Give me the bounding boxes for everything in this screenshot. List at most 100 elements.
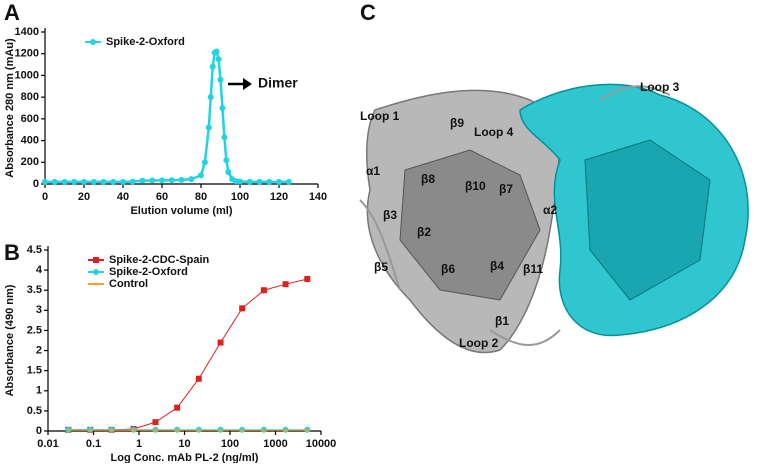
series-line <box>45 49 289 184</box>
y-tick-label: 2 <box>36 344 42 356</box>
structure-label: β5 <box>374 260 388 274</box>
x-tick-label: 100 <box>221 438 239 450</box>
point <box>201 159 208 166</box>
y-tick-label: 0 <box>33 178 39 190</box>
point <box>51 178 58 185</box>
y-axis-label: Absorbance 280 nm (mAu) <box>4 38 16 178</box>
y-tick-label: 1400 <box>15 26 39 38</box>
structure-label: Loop 1 <box>360 109 400 123</box>
y-tick-label: 400 <box>21 134 39 146</box>
legend-label: Spike-2-CDC-Spain <box>109 254 210 266</box>
y-tick-label: 2.5 <box>27 324 42 336</box>
legend-label: Spike-2-Oxford <box>109 266 188 278</box>
protein-structure <box>359 83 749 354</box>
structure-label: β4 <box>490 259 504 273</box>
cyan-sheet <box>584 139 711 301</box>
point <box>110 428 114 432</box>
point <box>305 428 309 432</box>
structure-label: β2 <box>417 225 431 239</box>
x-tick-label: 20 <box>78 191 90 203</box>
y-tick-label: 0 <box>36 425 42 437</box>
point <box>88 428 92 432</box>
structure-label: Loop 2 <box>459 336 499 350</box>
structure-label: α1 <box>366 164 380 178</box>
structure-label: α2 <box>543 203 557 217</box>
point <box>205 124 212 131</box>
point <box>285 178 292 185</box>
point <box>132 428 136 432</box>
point <box>209 63 216 70</box>
panel-label: B <box>4 240 20 265</box>
point <box>81 178 87 185</box>
point <box>240 428 244 432</box>
point <box>188 176 195 183</box>
loop <box>359 85 671 346</box>
y-tick-label: 1 <box>36 385 42 397</box>
y-tick-label: 800 <box>21 91 39 103</box>
x-tick-label: 100 <box>231 191 249 203</box>
point <box>217 76 224 83</box>
legend-marker <box>93 269 99 275</box>
point <box>178 176 185 183</box>
point <box>61 178 68 185</box>
x-axis-label: Elution volume (ml) <box>130 205 232 217</box>
y-tick-label: 4 <box>36 264 43 276</box>
point <box>175 428 179 432</box>
point <box>282 281 289 288</box>
x-tick-label: 10 <box>178 438 190 450</box>
point <box>213 48 220 55</box>
point <box>198 172 204 179</box>
x-tick-label: 10000 <box>306 438 337 450</box>
legend-label: Spike-2-Oxford <box>106 36 185 48</box>
point <box>262 428 266 432</box>
annotation: Dimer <box>258 75 298 91</box>
x-tick-label: 1 <box>136 438 142 450</box>
point <box>120 178 126 185</box>
point <box>139 177 146 184</box>
point <box>219 105 226 111</box>
point <box>168 177 175 184</box>
x-tick-label: 60 <box>156 191 168 203</box>
x-tick-label: 120 <box>270 191 288 203</box>
point <box>207 94 214 101</box>
legend-marker <box>94 282 98 286</box>
annotation-arrowhead <box>243 78 252 90</box>
point <box>152 419 159 426</box>
point <box>174 404 181 411</box>
legend-label: Control <box>109 278 148 290</box>
y-tick-label: 3 <box>36 304 42 316</box>
panel-label: C <box>360 0 376 25</box>
point <box>71 178 78 185</box>
point <box>110 178 117 185</box>
y-tick-label: 4.5 <box>27 244 42 256</box>
point <box>159 177 165 184</box>
grey-sheet <box>399 149 541 301</box>
structure-label: β3 <box>383 208 397 222</box>
point <box>256 178 263 185</box>
legend-marker <box>90 39 96 45</box>
point <box>100 178 107 185</box>
point <box>219 428 223 432</box>
point <box>42 178 48 185</box>
point <box>260 287 267 294</box>
y-axis-label: Absorbance (490 nm) <box>4 284 16 396</box>
point <box>217 339 224 346</box>
series-line <box>68 278 308 431</box>
y-tick-label: 600 <box>21 113 39 125</box>
point <box>90 178 97 185</box>
x-tick-label: 0.1 <box>86 438 101 450</box>
y-tick-label: 3.5 <box>27 284 42 296</box>
y-tick-label: 200 <box>21 156 39 168</box>
point <box>221 134 228 141</box>
structure-label: β6 <box>441 262 455 276</box>
point <box>195 375 202 382</box>
point <box>284 428 288 432</box>
structure-label: β11 <box>523 262 543 276</box>
y-tick-label: 1200 <box>15 48 39 60</box>
y-tick-label: 0.5 <box>27 405 42 417</box>
point <box>237 178 243 185</box>
point <box>66 428 70 432</box>
structure-label: β1 <box>495 314 509 328</box>
point <box>149 177 156 184</box>
